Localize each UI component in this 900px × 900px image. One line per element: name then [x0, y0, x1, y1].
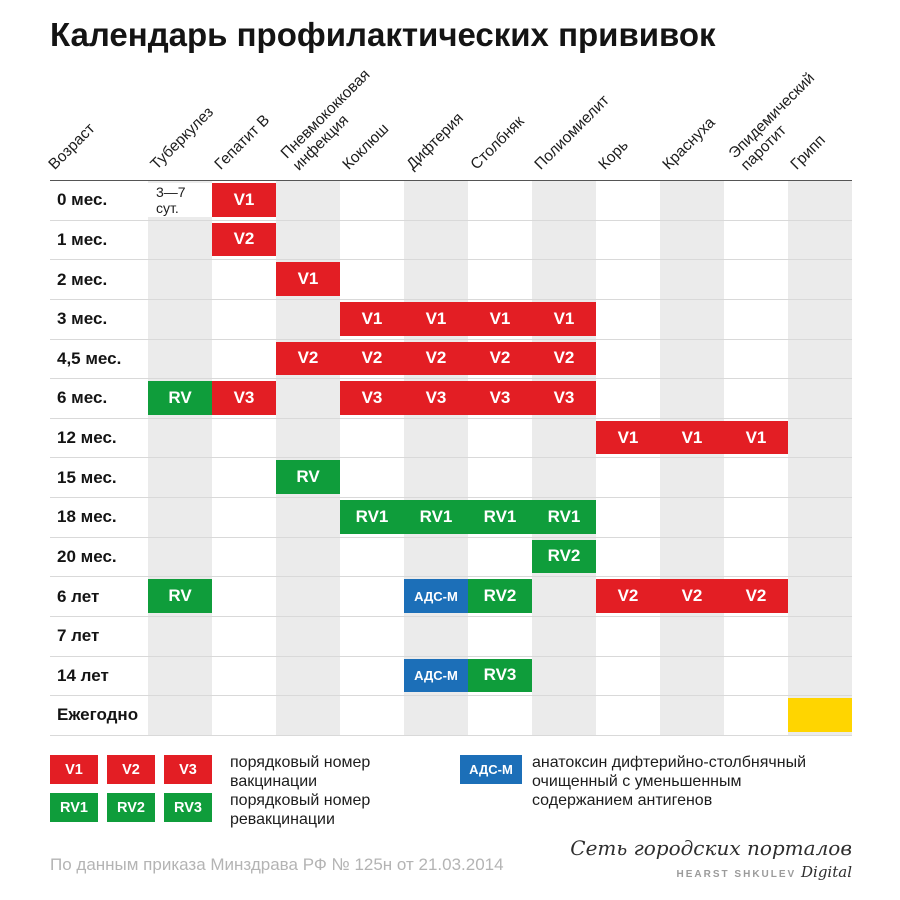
column-header-1: Туберкулез [147, 103, 217, 174]
age-label: 3 мес. [57, 309, 108, 329]
publisher-name: Сеть городских порталов [570, 836, 852, 860]
column-header-11: Грипп [787, 132, 829, 174]
age-column-header: Возраст [45, 120, 99, 174]
cell-revaccination: RV1 [468, 500, 532, 534]
column-header-8: Корь [595, 137, 632, 174]
legend-box-v2: V2 [107, 755, 155, 784]
age-label: 0 мес. [57, 190, 108, 210]
age-row: 2 мес. V1 [50, 260, 852, 300]
legend-box-rv1: RV1 [50, 793, 98, 822]
cell-vaccination: V1 [660, 420, 724, 455]
page-title: Календарь профилактических прививок [50, 16, 716, 53]
cell-vaccination: V2 [468, 341, 532, 376]
age-label: 4,5 мес. [57, 348, 122, 368]
cell-revaccination: RV [148, 381, 212, 415]
column-header-3: Пневмококковая инфекция [277, 65, 374, 174]
age-row: 4,5 мес. V2 V2 V2 V2 V2 [50, 340, 852, 380]
age-label: 20 мес. [57, 546, 117, 566]
legend-box-adsm: АДС-М [460, 755, 522, 784]
age-row: Ежегодно [50, 696, 852, 736]
cell-revaccination: RV1 [340, 500, 404, 534]
cell-vaccination: V3 [404, 381, 468, 415]
cell-revaccination: RV [276, 460, 340, 494]
legend-label-revaccination: порядковый номер ревакцинации [230, 792, 371, 828]
legend-label-adsm: анатоксин дифтерийно-столбнячный очищенн… [532, 754, 806, 809]
age-row: 6 мес. RV V3 V3 V3 V3 V3 [50, 379, 852, 419]
legend-group-adsm: АДС-М анатоксин дифтерийно-столбнячный о… [460, 754, 806, 810]
column-header-9: Краснуха [659, 114, 719, 174]
cell-vaccination: V2 [596, 579, 660, 613]
age-label: 14 лет [57, 665, 109, 685]
cell-flu [788, 698, 852, 732]
cell-vaccination: V2 [404, 341, 468, 376]
column-header-6: Столбняк [467, 113, 528, 174]
publisher-company-caps: HEARST SHKULEV [676, 869, 797, 880]
column-header-5: Дифтерия [403, 109, 467, 174]
cell-vaccination: V1 [404, 301, 468, 336]
cell-revaccination: RV3 [468, 658, 532, 693]
source-note: По данным приказа Минздрава РФ № 125н от… [50, 855, 504, 874]
age-label: 2 мес. [57, 269, 108, 289]
age-label: 12 мес. [57, 428, 117, 448]
legend-box-rv2: RV2 [107, 793, 155, 822]
cell-vaccination: V2 [340, 341, 404, 376]
age-row: 15 мес. RV [50, 458, 852, 498]
cell-vaccination: V1 [468, 301, 532, 336]
cell-revaccination: RV2 [532, 539, 596, 574]
cell-revaccination: RV [148, 579, 212, 613]
age-row: 14 лет АДС-М RV3 [50, 657, 852, 697]
cell-vaccination: V1 [532, 301, 596, 336]
cell-revaccination: RV1 [532, 500, 596, 534]
legend-box-v1: V1 [50, 755, 98, 784]
age-label: 6 мес. [57, 388, 108, 408]
cell-adsm: АДС-М [404, 658, 468, 693]
age-label: 15 мес. [57, 467, 117, 487]
age-row: 20 мес. RV2 [50, 538, 852, 578]
cell-vaccination: V3 [340, 381, 404, 415]
legend: V1 V2 V3 порядковый номер вакцинации RV1… [50, 754, 852, 831]
cell-vaccination: V1 [276, 262, 340, 296]
cell-vaccination: V1 [596, 420, 660, 455]
cell-note: 3—7 сут. [148, 183, 212, 217]
age-row: 7 лет [50, 617, 852, 657]
age-row: 1 мес. V2 [50, 221, 852, 261]
vaccination-grid: 0 мес. 3—7 сут. V1 1 мес. V2 2 мес. V1 3 мес. V1… [50, 180, 852, 736]
publisher-logo: Сеть городских порталов HEARST SHKULEV D… [570, 836, 852, 881]
age-label: 6 лет [57, 586, 100, 606]
cell-vaccination: V3 [468, 381, 532, 415]
legend-row-revaccination: RV1 RV2 RV3 порядковый номер ревакцинаци… [50, 792, 852, 828]
age-row: 6 лет RV АДС-М RV2 V2 V2 V2 [50, 577, 852, 617]
cell-vaccination: V2 [724, 579, 788, 613]
cell-vaccination: V1 [212, 183, 276, 217]
age-row: 3 мес. V1 V1 V1 V1 [50, 300, 852, 340]
age-row: 12 мес. V1 V1 V1 [50, 419, 852, 459]
legend-label-vaccination: порядковый номер вакцинации [230, 754, 371, 790]
cell-vaccination: V3 [212, 381, 276, 415]
age-label: 1 мес. [57, 229, 108, 249]
column-headers: Возраст Туберкулез Гепатит В Пневмококковая… [45, 58, 852, 180]
cell-vaccination: V1 [724, 420, 788, 455]
cell-adsm: АДС-М [404, 579, 468, 613]
age-label: Ежегодно [57, 705, 139, 725]
publisher-company: HEARST SHKULEV Digital [570, 863, 852, 881]
cell-revaccination: RV1 [404, 500, 468, 534]
cell-vaccination: V3 [532, 381, 596, 415]
age-label: 7 лет [57, 626, 100, 646]
legend-box-rv3: RV3 [164, 793, 212, 822]
column-header-4: Коклюш [339, 120, 393, 174]
legend-box-v3: V3 [164, 755, 212, 784]
publisher-company-digital: Digital [801, 863, 852, 881]
age-row: 0 мес. 3—7 сут. V1 [50, 181, 852, 221]
cell-vaccination: V1 [340, 301, 404, 336]
cell-revaccination: RV2 [468, 579, 532, 613]
cell-vaccination: V2 [532, 341, 596, 376]
age-label: 18 мес. [57, 507, 117, 527]
cell-vaccination: V2 [660, 579, 724, 613]
column-header-2: Гепатит В [211, 111, 274, 174]
cell-vaccination: V2 [212, 222, 276, 257]
legend-row-vaccination: V1 V2 V3 порядковый номер вакцинации [50, 754, 852, 790]
age-row: 18 мес. RV1 RV1 RV1 RV1 [50, 498, 852, 538]
cell-vaccination: V2 [276, 341, 340, 376]
